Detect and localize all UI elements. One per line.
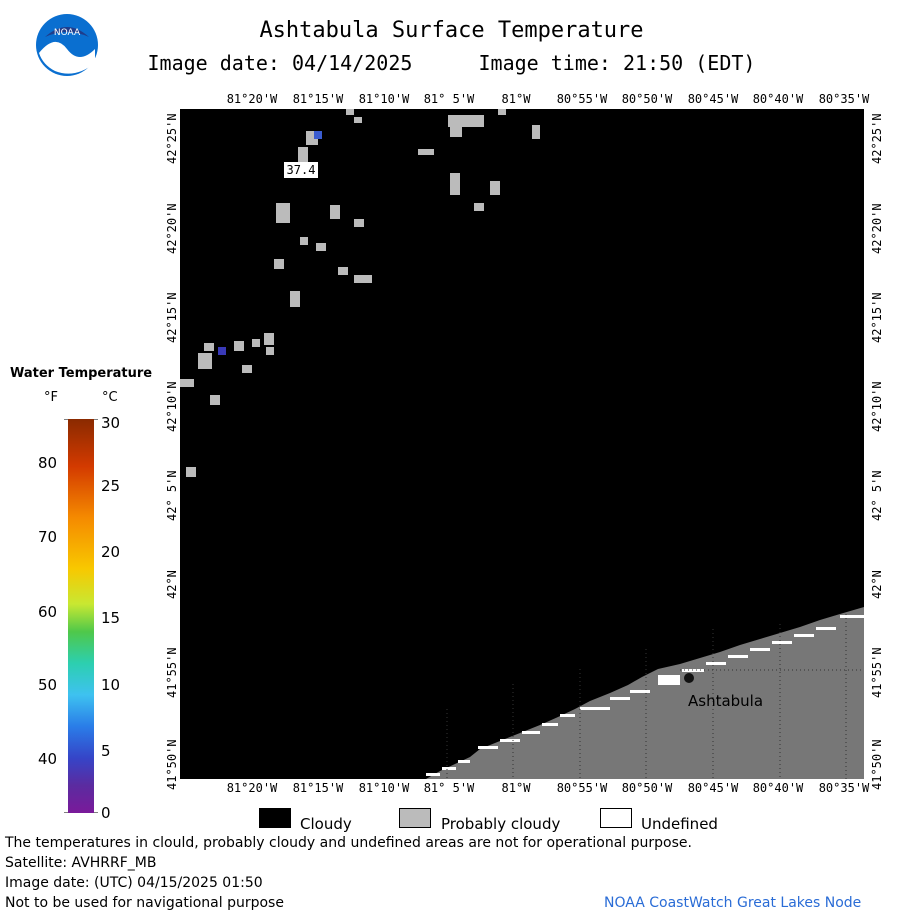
scale-ticks bbox=[64, 419, 98, 813]
lon-label: 81°15'W bbox=[292, 781, 344, 795]
warm-pixel bbox=[314, 131, 322, 139]
undefined-swatch bbox=[600, 808, 632, 828]
undefined-label: Undefined bbox=[641, 815, 718, 833]
c-tick: 15 bbox=[101, 609, 121, 627]
lat-label: 42°15'N bbox=[870, 292, 884, 343]
nav-warning: Not to be used for navigational purpose bbox=[5, 895, 284, 911]
credit-link[interactable]: NOAA CoastWatch Great Lakes Node bbox=[604, 895, 862, 911]
lon-label: 81°10'W bbox=[358, 781, 410, 795]
c-tick: 10 bbox=[101, 676, 121, 694]
city-label: Ashtabula bbox=[688, 692, 763, 710]
lat-label: 41°50'N bbox=[870, 739, 884, 790]
cloudy-label: Cloudy bbox=[300, 815, 352, 833]
lon-label: 80°45'W bbox=[687, 92, 739, 106]
c-tick: 30 bbox=[101, 414, 121, 432]
utc-date: Image date: (UTC) 04/15/2025 01:50 bbox=[5, 875, 263, 891]
image-time: Image time: 21:50 (EDT) bbox=[478, 51, 756, 75]
f-tick: 40 bbox=[38, 750, 58, 768]
legend-title: Water Temperature bbox=[10, 366, 153, 381]
satellite: Satellite: AVHRRF_MB bbox=[5, 855, 157, 871]
disclaimer: The temperatures in clould, probably clo… bbox=[5, 835, 692, 851]
lat-label: 42° 5'N bbox=[870, 470, 884, 521]
lon-label: 80°40'W bbox=[752, 92, 804, 106]
legend-unit-c: °C bbox=[102, 390, 118, 405]
lon-label: 81°W bbox=[501, 92, 531, 106]
lat-label: 42° 5'N bbox=[165, 470, 179, 521]
lon-label: 80°55'W bbox=[556, 781, 608, 795]
warm-pixel bbox=[218, 347, 226, 355]
f-tick: 50 bbox=[38, 676, 58, 694]
lon-label: 80°50'W bbox=[621, 781, 673, 795]
lat-label: 41°55'N bbox=[870, 647, 884, 698]
f-tick: 80 bbox=[38, 454, 58, 472]
noaa-logo: NOAA bbox=[35, 13, 99, 77]
lon-label: 81°20'W bbox=[226, 781, 278, 795]
temp-label: 37.4 bbox=[287, 163, 316, 177]
c-tick: 0 bbox=[101, 804, 111, 822]
lat-label: 42°10'N bbox=[870, 381, 884, 432]
probably-cloudy-patches bbox=[180, 109, 540, 477]
probably-cloudy-swatch bbox=[399, 808, 431, 828]
lon-label: 81°W bbox=[501, 781, 531, 795]
lat-label: 42°20'N bbox=[165, 203, 179, 254]
page-title: Ashtabula Surface Temperature bbox=[259, 18, 644, 43]
lon-label: 81° 5'W bbox=[423, 92, 475, 106]
lon-label: 80°35'W bbox=[818, 92, 870, 106]
probably-cloudy-label: Probably cloudy bbox=[441, 815, 561, 833]
lon-label: 80°35'W bbox=[818, 781, 870, 795]
lat-label: 42°N bbox=[870, 570, 884, 599]
f-tick: 60 bbox=[38, 603, 58, 621]
lon-label: 81°15'W bbox=[292, 92, 344, 106]
lat-label: 42°25'N bbox=[165, 113, 179, 164]
city-marker bbox=[684, 673, 694, 683]
lon-label: 81° 5'W bbox=[423, 781, 475, 795]
lon-label: 81°20'W bbox=[226, 92, 278, 106]
lat-label: 42°15'N bbox=[165, 292, 179, 343]
lat-label: 42°25'N bbox=[870, 113, 884, 164]
map-panel[interactable]: 37.4 Ashtabula bbox=[180, 109, 864, 779]
c-tick: 25 bbox=[101, 477, 121, 495]
lon-label: 80°40'W bbox=[752, 781, 804, 795]
legend-unit-f: °F bbox=[44, 390, 58, 405]
subtitle: Image date: 04/14/2025 Image time: 21:50… bbox=[0, 51, 903, 75]
f-tick: 70 bbox=[38, 528, 58, 546]
lat-label: 42°20'N bbox=[870, 203, 884, 254]
temp-label-box bbox=[284, 162, 318, 178]
grid-lines bbox=[446, 614, 864, 779]
lat-label: 42°10'N bbox=[165, 381, 179, 432]
lon-label: 80°45'W bbox=[687, 781, 739, 795]
color-scale-bar bbox=[68, 419, 94, 813]
c-tick: 5 bbox=[101, 742, 111, 760]
lon-label: 81°10'W bbox=[358, 92, 410, 106]
lon-label: 80°55'W bbox=[556, 92, 608, 106]
logo-text: NOAA bbox=[54, 28, 81, 38]
image-date: Image date: 04/14/2025 bbox=[147, 51, 413, 75]
lat-label: 42°N bbox=[165, 570, 179, 599]
lon-label: 80°50'W bbox=[621, 92, 673, 106]
cloudy-swatch bbox=[259, 808, 291, 828]
lat-label: 41°50'N bbox=[165, 739, 179, 790]
c-tick: 20 bbox=[101, 543, 121, 561]
lat-label: 41°55'N bbox=[165, 647, 179, 698]
